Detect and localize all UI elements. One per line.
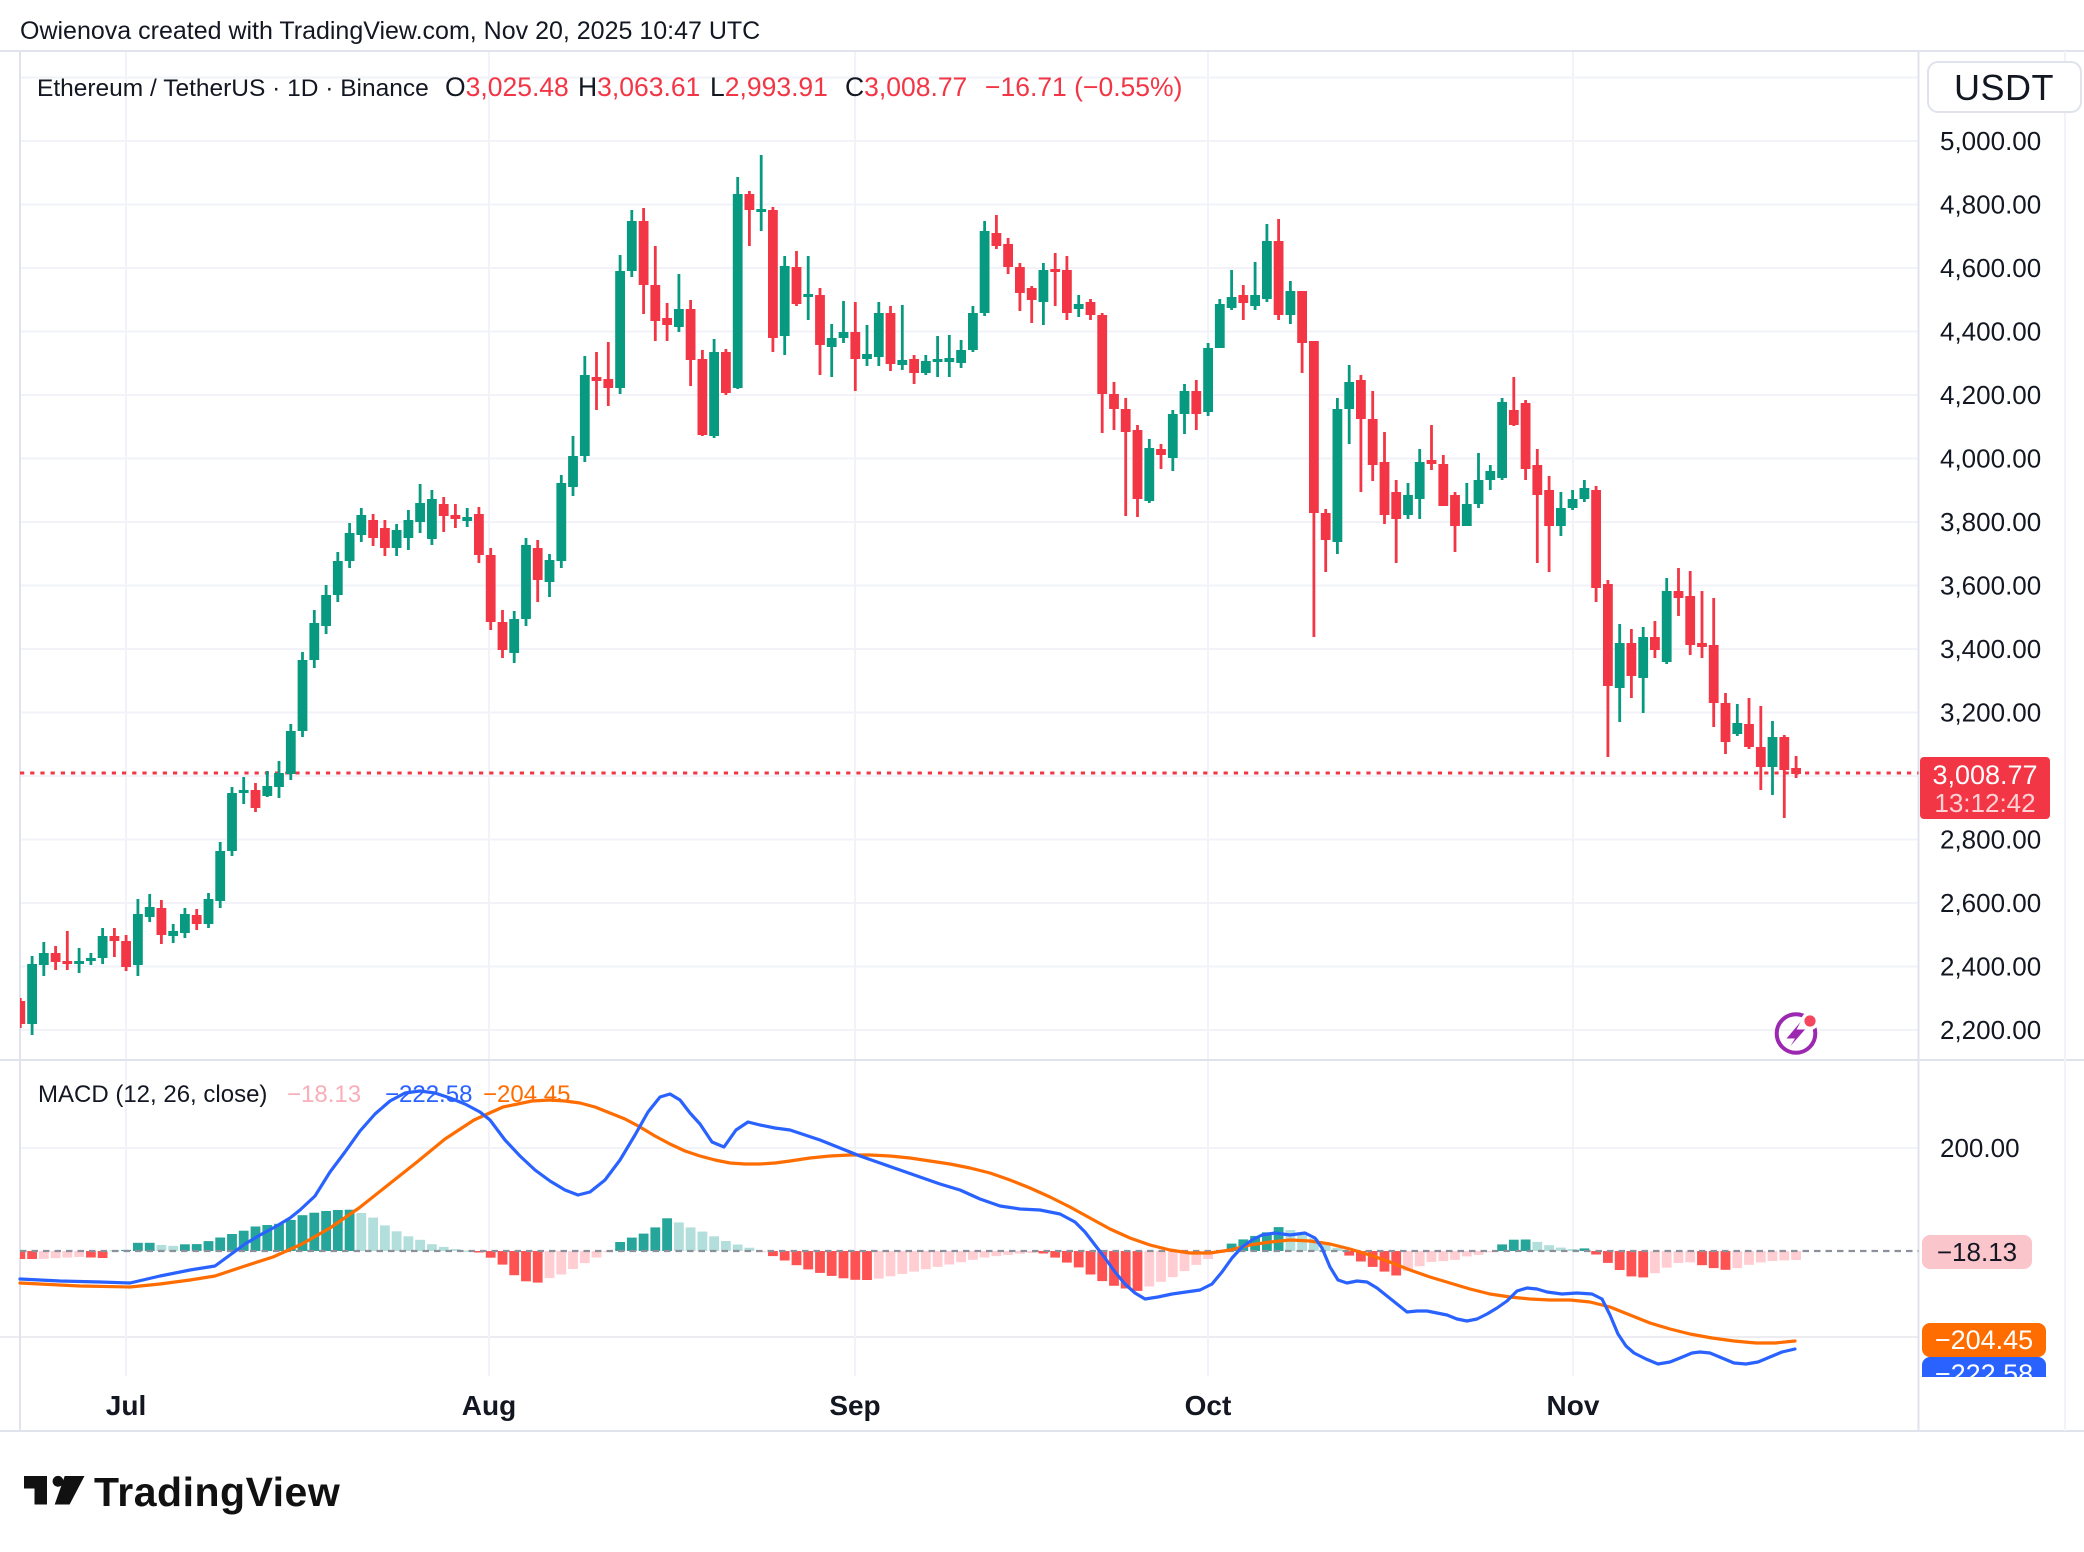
svg-text:−204.45: −204.45 [483, 1081, 570, 1108]
svg-text:Sep: Sep [829, 1390, 880, 1421]
svg-text:−204.45: −204.45 [1935, 1325, 2033, 1355]
svg-text:5,000.00: 5,000.00 [1940, 126, 2041, 156]
svg-text:USDT: USDT [1954, 67, 2054, 108]
svg-text:3,200.00: 3,200.00 [1940, 698, 2041, 728]
svg-text:Jul: Jul [106, 1390, 146, 1421]
svg-text:−222.58: −222.58 [385, 1081, 472, 1108]
svg-text:Oct: Oct [1185, 1390, 1232, 1421]
svg-text:−18.13: −18.13 [287, 1081, 361, 1108]
svg-text:L2,993.91: L2,993.91 [710, 72, 828, 102]
svg-text:200.00: 200.00 [1940, 1133, 2020, 1163]
svg-text:−222.58: −222.58 [1935, 1359, 2033, 1389]
svg-text:2,400.00: 2,400.00 [1940, 952, 2041, 982]
svg-text:3,008.77: 3,008.77 [1932, 760, 2037, 790]
svg-text:C3,008.77: C3,008.77 [845, 72, 967, 102]
svg-text:3,800.00: 3,800.00 [1940, 507, 2041, 537]
svg-text:Ethereum / TetherUS · 1D · Bin: Ethereum / TetherUS · 1D · Binance [37, 75, 429, 102]
svg-text:4,000.00: 4,000.00 [1940, 444, 2041, 474]
svg-text:4,800.00: 4,800.00 [1940, 190, 2041, 220]
svg-text:O3,025.48: O3,025.48 [445, 72, 569, 102]
svg-text:3,400.00: 3,400.00 [1940, 634, 2041, 664]
svg-text:Owienova created with TradingV: Owienova created with TradingView.com, N… [20, 17, 760, 45]
svg-text:MACD (12, 26, close): MACD (12, 26, close) [38, 1081, 267, 1108]
svg-text:4,600.00: 4,600.00 [1940, 253, 2041, 283]
svg-text:13:12:42: 13:12:42 [1934, 788, 2035, 818]
svg-text:4,200.00: 4,200.00 [1940, 380, 2041, 410]
svg-text:2,800.00: 2,800.00 [1940, 825, 2041, 855]
svg-text:4,400.00: 4,400.00 [1940, 317, 2041, 347]
svg-text:−18.13: −18.13 [1937, 1237, 2017, 1267]
svg-text:2,600.00: 2,600.00 [1940, 888, 2041, 918]
svg-text:Aug: Aug [462, 1390, 516, 1421]
svg-text:3,600.00: 3,600.00 [1940, 571, 2041, 601]
svg-text:2,200.00: 2,200.00 [1940, 1015, 2041, 1045]
svg-text:H3,063.61: H3,063.61 [578, 72, 700, 102]
svg-text:Nov: Nov [1547, 1390, 1600, 1421]
svg-text:TradingView: TradingView [94, 1469, 340, 1515]
svg-text:−16.71 (−0.55%): −16.71 (−0.55%) [985, 72, 1182, 102]
